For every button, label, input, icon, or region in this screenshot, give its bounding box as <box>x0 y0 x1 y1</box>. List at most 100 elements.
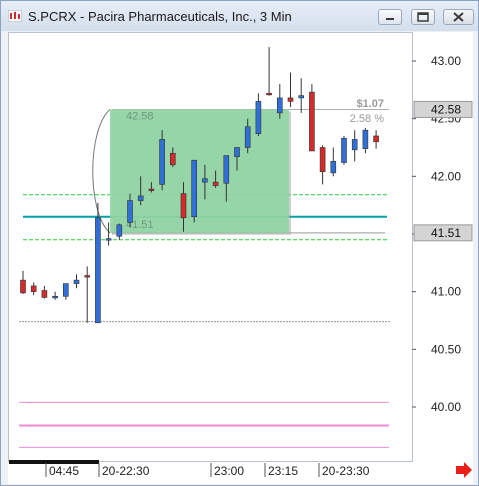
candle-10 <box>127 193 133 228</box>
candle-11 <box>137 176 144 206</box>
candle-body-32 <box>362 129 369 149</box>
time-label-1: 20-22:30 <box>102 464 150 478</box>
candle-body-16 <box>191 159 197 217</box>
candle-body-20 <box>234 147 240 158</box>
candle-26 <box>298 78 305 113</box>
candle-body-24 <box>276 97 283 114</box>
price-tick-label-6: 40.00 <box>431 400 461 414</box>
candle-body-12 <box>148 188 155 191</box>
candle-body-33 <box>373 135 379 143</box>
candle-1 <box>30 282 37 296</box>
candle-8 <box>105 222 112 246</box>
candle-body-26 <box>298 95 305 99</box>
measure-change-pct-label: 2.58 % <box>350 113 384 125</box>
price-tick-label-5: 40.50 <box>431 342 461 356</box>
candle-29 <box>330 147 337 177</box>
price-tag-box-lower <box>413 224 473 242</box>
candle-24 <box>276 84 283 119</box>
measure-bottom-label: 41.51 <box>126 219 154 231</box>
measure-top-label: 42.58 <box>126 110 154 122</box>
candle-body-7 <box>95 217 101 324</box>
candle-body-6 <box>84 275 90 278</box>
candle-body-14 <box>170 152 176 166</box>
candle-body-23 <box>266 92 272 96</box>
time-label-0: 04:45 <box>49 464 79 478</box>
candle-27 <box>309 84 315 152</box>
candle-22 <box>255 93 262 136</box>
candle-body-25 <box>287 97 294 102</box>
price-tags: 42.58 41.51 <box>413 100 473 242</box>
candle-25 <box>287 72 294 108</box>
candle-13 <box>159 130 165 191</box>
candle-body-9 <box>116 224 123 237</box>
window-title: S.PCRX - Pacira Pharmaceuticals, Inc., 3… <box>28 9 292 24</box>
close-icon <box>453 12 464 22</box>
candle-body-4 <box>62 283 69 297</box>
candle-body-8 <box>105 238 112 241</box>
maximize-icon <box>417 12 429 22</box>
candle-33 <box>373 130 379 149</box>
chart-plot-area[interactable] <box>8 32 413 462</box>
candle-19 <box>223 155 230 202</box>
candle-20 <box>234 147 240 171</box>
candle-3 <box>52 291 58 300</box>
candle-body-30 <box>341 137 347 163</box>
candle-32 <box>362 127 369 154</box>
price-tick-label-4: 41.00 <box>431 285 461 299</box>
measure-change-label: $1.07 <box>356 98 384 110</box>
candle-15 <box>180 182 187 232</box>
candles <box>20 47 379 324</box>
time-label-4: 20-23:30 <box>322 464 370 478</box>
candle-body-10 <box>127 200 133 223</box>
candle-31 <box>351 130 358 162</box>
candle-body-18 <box>212 181 219 186</box>
candle-body-17 <box>202 178 208 183</box>
candle-body-21 <box>244 126 251 148</box>
candle-body-1 <box>30 285 37 292</box>
price-tick-label-2: 42.00 <box>431 169 461 183</box>
candle-body-15 <box>180 193 187 219</box>
candle-body-2 <box>41 290 48 298</box>
measure-box[interactable] <box>110 109 289 233</box>
minimize-button[interactable] <box>378 9 402 25</box>
candle-body-13 <box>159 139 165 185</box>
candle-17 <box>202 164 208 200</box>
candle-2 <box>41 285 48 299</box>
candle-0 <box>20 270 26 294</box>
candle-21 <box>244 118 251 154</box>
candle-body-19 <box>223 155 230 184</box>
minimize-icon <box>386 18 394 20</box>
candle-14 <box>170 147 176 168</box>
price-tag-upper: 42.58 <box>431 102 461 116</box>
candle-5 <box>73 274 80 289</box>
candle-7 <box>95 202 101 324</box>
time-axis: 04:45 20-22:30 23:00 23:15 20-23:30 <box>9 460 370 478</box>
candle-9 <box>116 223 123 240</box>
candle-body-11 <box>137 195 144 201</box>
candle-18 <box>212 170 219 188</box>
candle-16 <box>191 159 197 223</box>
candle-body-29 <box>330 161 337 174</box>
candle-4 <box>62 283 69 300</box>
candle-6 <box>84 266 90 323</box>
candle-30 <box>341 135 347 165</box>
scroll-right-arrow-icon[interactable] <box>456 462 472 478</box>
candle-28 <box>319 145 326 185</box>
candle-body-28 <box>319 147 326 173</box>
candle-12 <box>148 182 155 193</box>
time-label-2: 23:00 <box>214 464 244 478</box>
time-axis-area[interactable] <box>8 462 473 484</box>
candle-body-3 <box>52 295 58 299</box>
candle-body-27 <box>309 91 315 152</box>
maximize-button[interactable] <box>411 9 435 25</box>
time-scroll-thumb[interactable] <box>9 460 99 464</box>
candle-23 <box>266 47 272 96</box>
candle-body-5 <box>73 279 80 284</box>
title-bar[interactable]: S.PCRX - Pacira Pharmaceuticals, Inc., 3… <box>1 1 478 31</box>
close-button[interactable] <box>443 9 474 25</box>
price-tag-box-upper <box>413 100 473 118</box>
measure-tool[interactable]: 42.58 41.51 $1.07 2.58 % <box>92 98 384 235</box>
price-tag-lower: 41.51 <box>431 226 461 240</box>
